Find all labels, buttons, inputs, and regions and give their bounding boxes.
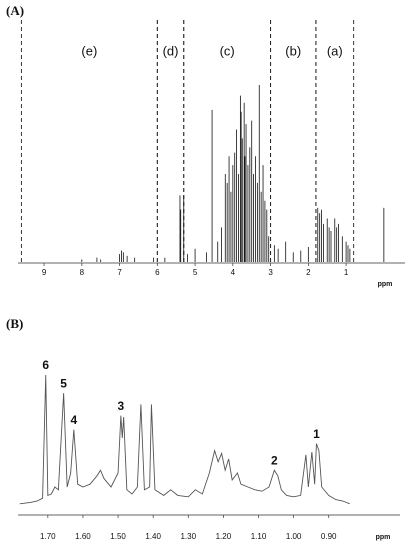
region-label: (e) — [81, 43, 97, 58]
x-tick-label: 6 — [155, 268, 160, 277]
x-tick-label: 1.10 — [251, 532, 267, 541]
x-tick-label: 8 — [80, 268, 85, 277]
x-tick-label: 2 — [306, 268, 311, 277]
x-axis-label: ppm — [376, 534, 391, 541]
x-tick-label: 1 — [344, 268, 349, 277]
peak-label: 4 — [70, 413, 77, 427]
peak-label: 6 — [42, 358, 49, 372]
peak-label: 3 — [118, 399, 125, 413]
x-tick-label: 1.70 — [40, 532, 56, 541]
region-label: (c) — [220, 43, 235, 58]
region-label: (a) — [327, 43, 343, 58]
x-tick-label: 5 — [193, 268, 198, 277]
peak-label: 2 — [271, 453, 278, 467]
x-tick-label: 7 — [117, 268, 122, 277]
region-label: (b) — [285, 43, 301, 58]
spectrum-trace — [19, 374, 350, 505]
panel-label: (A) — [6, 3, 24, 18]
x-tick-label: 4 — [231, 268, 236, 277]
x-tick-label: 9 — [42, 268, 47, 277]
x-tick-label: 0.90 — [321, 532, 337, 541]
panel-label: (B) — [6, 316, 23, 331]
x-tick-label: 1.60 — [75, 532, 91, 541]
x-tick-label: 1.40 — [145, 532, 161, 541]
x-tick-label: 3 — [268, 268, 273, 277]
x-axis-label: ppm — [378, 281, 393, 288]
peak-label: 1 — [313, 427, 320, 441]
x-tick-label: 1.30 — [180, 532, 196, 541]
x-tick-label: 1.00 — [286, 532, 302, 541]
region-label: (d) — [163, 43, 179, 58]
peak-label: 5 — [60, 376, 67, 390]
x-tick-label: 1.20 — [216, 532, 232, 541]
x-tick-label: 1.50 — [110, 532, 126, 541]
